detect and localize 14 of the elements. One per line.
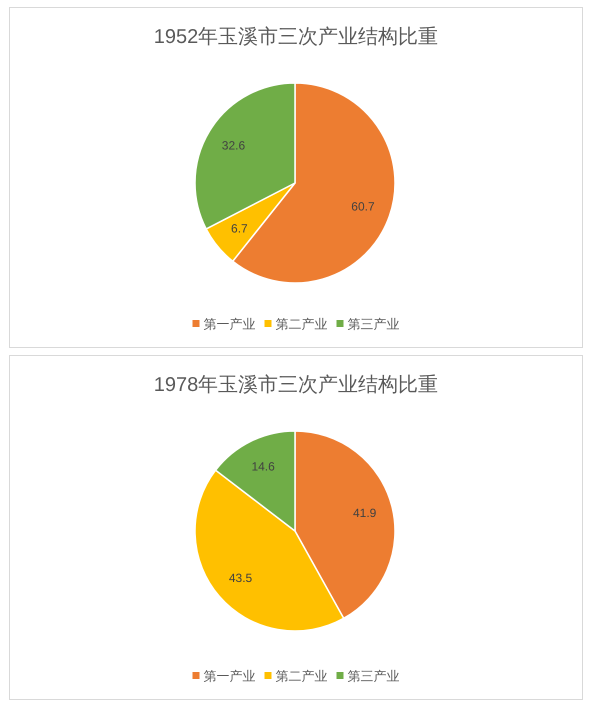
data-label: 41.9 bbox=[353, 506, 377, 520]
legend-label: 第三产业 bbox=[348, 316, 400, 332]
legend-label: 第一产业 bbox=[204, 316, 256, 332]
legend-label: 第一产业 bbox=[204, 668, 256, 684]
legend-label: 第二产业 bbox=[276, 668, 328, 684]
data-label: 14.6 bbox=[251, 459, 276, 474]
data-label: 43.5 bbox=[228, 571, 253, 586]
legend-label: 第三产业 bbox=[348, 668, 400, 684]
legend-label: 第二产业 bbox=[276, 316, 328, 332]
data-label: 60.7 bbox=[351, 200, 375, 214]
data-label: 6.7 bbox=[231, 222, 248, 236]
chart-title: 1978年玉溪市三次产业结构比重 bbox=[154, 374, 438, 396]
data-label: 32.6 bbox=[222, 138, 246, 153]
chart-title: 1952年玉溪市三次产业结构比重 bbox=[154, 26, 438, 48]
